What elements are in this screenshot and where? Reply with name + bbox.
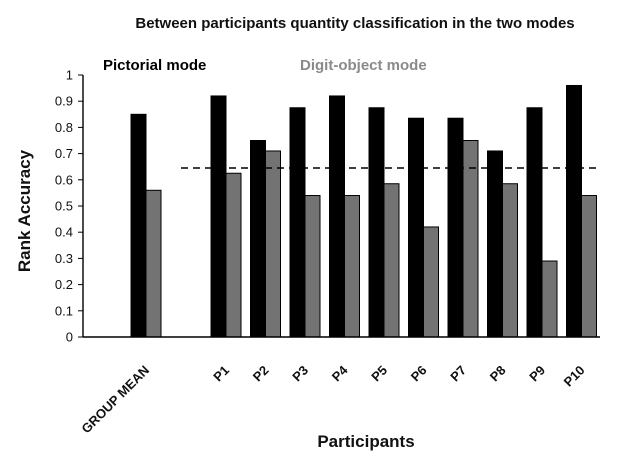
y-tick-label: 0.2 — [55, 277, 73, 292]
x-category-label: P4 — [329, 362, 351, 384]
x-category-label: P9 — [526, 363, 548, 385]
bar-digit-object-p1 — [225, 172, 242, 338]
y-tick-label: 0.4 — [55, 225, 73, 240]
bar-digit-object-p5 — [383, 183, 400, 338]
bar-digit-object-group-mean — [145, 189, 162, 338]
bar-digit-object-p6 — [423, 226, 439, 338]
y-tick-label: 0.3 — [55, 251, 73, 266]
y-tick-label: 0.9 — [55, 94, 73, 109]
x-category-label: P3 — [289, 363, 311, 385]
y-tick-label: 1 — [66, 68, 73, 83]
bar-pictorial-p6 — [408, 117, 424, 338]
y-axis-ticks: 0 0.1 0.2 0.3 0.4 0.5 0.6 0.7 0.8 0.9 1 — [55, 68, 83, 345]
bar-digit-object-p2 — [265, 150, 281, 338]
bar-pictorial-p1 — [210, 95, 227, 338]
bar-digit-object-p7 — [462, 140, 479, 338]
x-category-label: P8 — [487, 363, 509, 385]
bar-pictorial-p7 — [447, 117, 464, 338]
bar-pictorial-p8 — [487, 150, 503, 338]
x-category-label: GROUP MEAN — [78, 363, 152, 437]
x-axis-category-labels: GROUP MEAN P1 P2 P3 P4 P5 P6 P7 P8 P9 P10 — [78, 362, 587, 436]
bar-digit-object-p4 — [344, 195, 360, 338]
x-axis-label: Participants — [317, 432, 414, 451]
chart-title: Between participants quantity classifica… — [135, 15, 574, 32]
y-tick-label: 0.8 — [55, 120, 73, 135]
y-tick-label: 0 — [66, 330, 73, 345]
bar-digit-object-p8 — [502, 183, 518, 338]
bar-pictorial-p4 — [329, 95, 345, 338]
y-tick-label: 0.5 — [55, 199, 73, 214]
y-tick-label: 0.1 — [55, 303, 73, 318]
x-category-label: P2 — [250, 363, 272, 385]
legend-pictorial-mode: Pictorial mode — [103, 57, 206, 74]
bar-pictorial-p3 — [289, 107, 306, 338]
bar-digit-object-p10 — [581, 195, 597, 338]
y-tick-label: 0.6 — [55, 172, 73, 187]
bars — [130, 84, 597, 338]
bar-digit-object-p9 — [541, 260, 558, 338]
bar-pictorial-p9 — [526, 107, 543, 338]
bar-digit-object-p3 — [304, 195, 321, 338]
x-category-label: P10 — [561, 363, 588, 390]
x-category-label: P6 — [408, 363, 430, 385]
bar-pictorial-p10 — [566, 84, 582, 338]
bar-pictorial-group-mean — [130, 113, 147, 338]
x-category-label: P1 — [210, 363, 232, 385]
x-category-label: P7 — [447, 363, 469, 385]
bar-pictorial-p5 — [368, 107, 385, 338]
legend-digit-object-mode: Digit-object mode — [300, 57, 427, 74]
y-axis-label: Rank Accuracy — [15, 149, 34, 272]
bar-pictorial-p2 — [250, 140, 266, 338]
y-tick-label: 0.7 — [55, 146, 73, 161]
x-category-label: P5 — [368, 363, 390, 385]
